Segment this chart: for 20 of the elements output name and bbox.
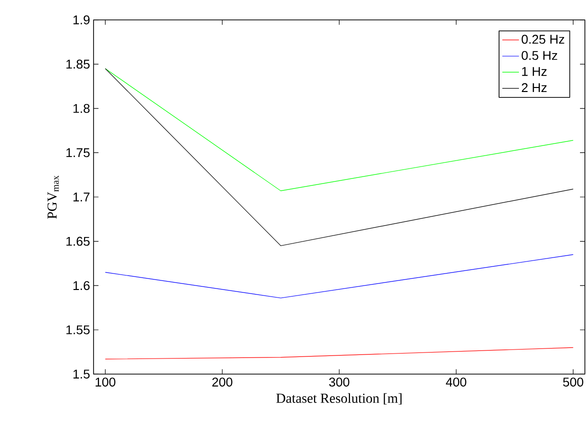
y-tick-label: 1.85: [66, 60, 90, 69]
legend-label: 0.5 Hz: [522, 51, 558, 60]
y-tick-label: 1.6: [73, 281, 90, 290]
x-tick-label: 400: [446, 378, 466, 387]
x-tick-label: 100: [96, 378, 116, 387]
legend-label: 0.25 Hz: [522, 34, 564, 44]
y-axis-title: PGV$_{max}$: [48, 176, 59, 219]
y-tick-label: 1.5: [73, 370, 90, 379]
y-tick-label: 1.65: [66, 236, 90, 246]
x-tick-label: 200: [212, 378, 232, 387]
legend-label: 1 Hz: [522, 67, 547, 76]
y-tick-label: 1.8: [73, 104, 90, 114]
legend-label: 2 Hz: [522, 83, 547, 92]
x-tick-label: 300: [329, 378, 350, 387]
y-tick-label: 1.55: [66, 326, 90, 334]
y-tick-label: 1.9: [73, 16, 90, 24]
y-tick-label: 1.75: [66, 148, 90, 158]
x-tick-label: 500: [563, 378, 584, 387]
x-axis-title: Dataset Resolution [m]: [276, 393, 402, 405]
y-tick-label: 1.7: [73, 192, 90, 202]
